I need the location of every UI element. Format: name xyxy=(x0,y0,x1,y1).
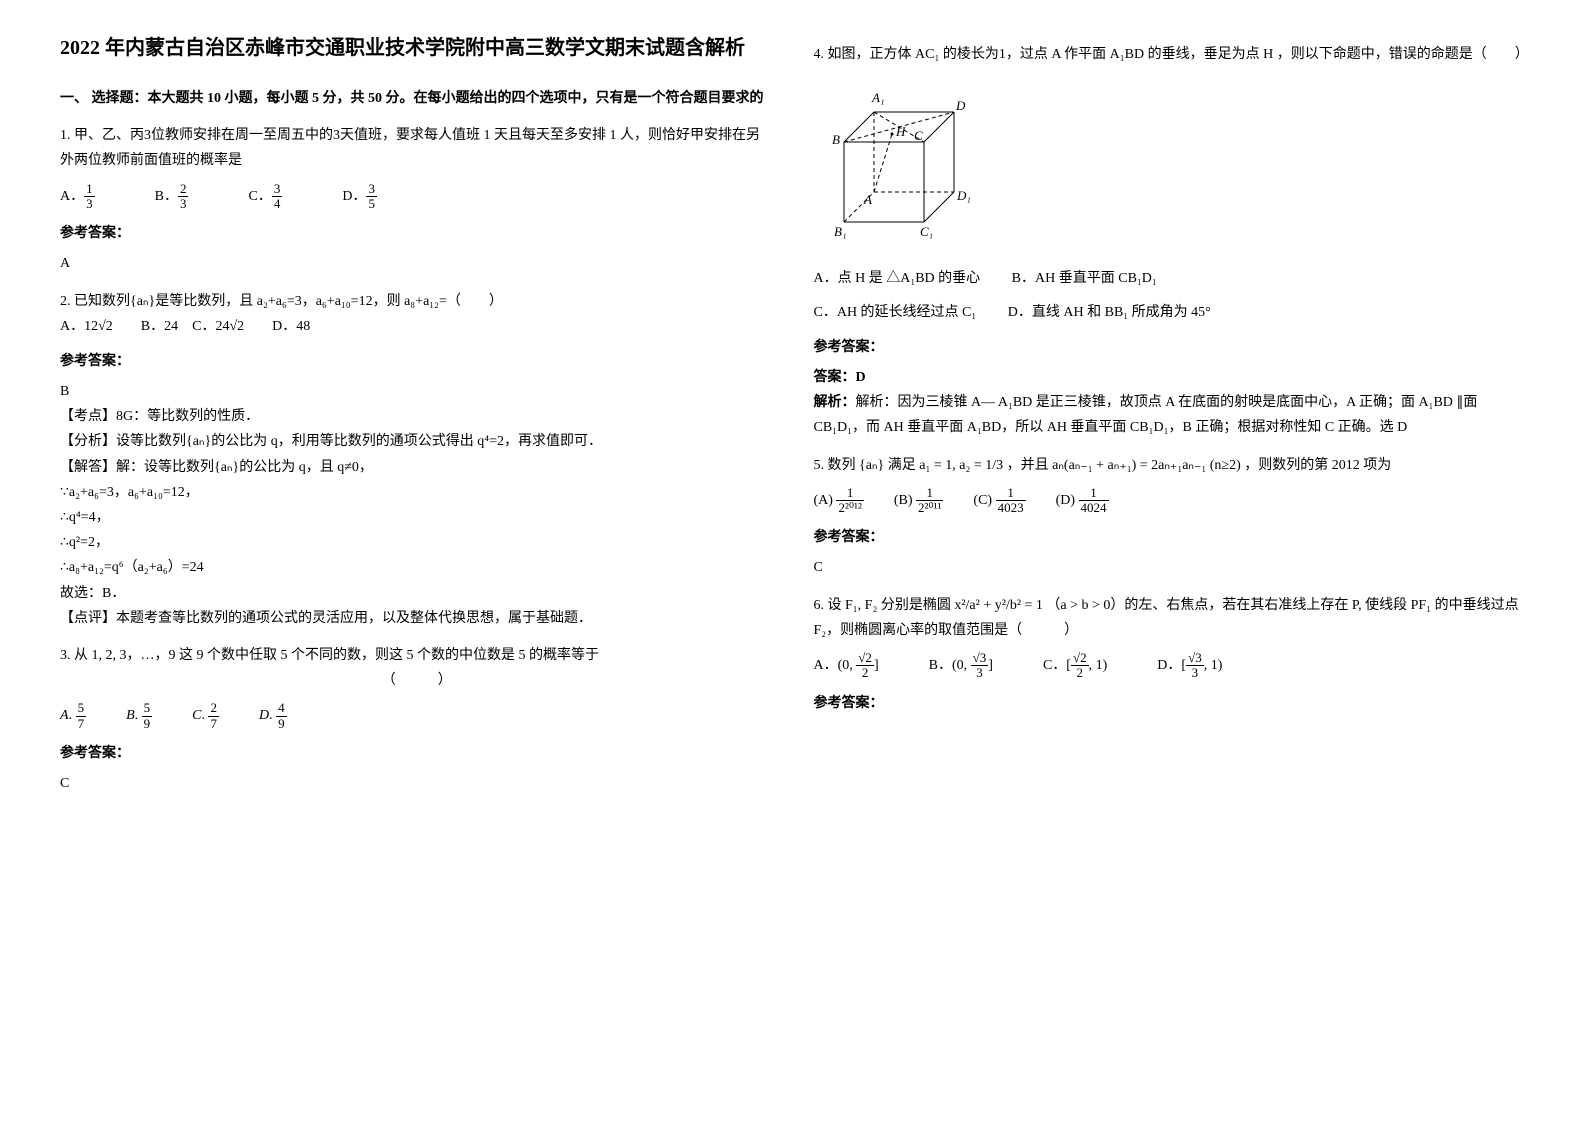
q4-optsCD: C．AH 的延长线经过点 C₁ D．直线 AH 和 BB₁ 所成角为 45° xyxy=(814,300,1528,325)
q2-jieda5: ∴a₈+a₁₂=q⁶（a₂+a₆）=24 xyxy=(60,555,774,580)
q1-optC: C．34 xyxy=(248,182,282,212)
problem-4: 4. 如图，正方体 AC₁ 的棱长为1，过点 A 作平面 A₁BD 的垂线，垂足… xyxy=(814,42,1528,441)
cube-svg: A₁ D B C H A B₁ C₁ D₁ xyxy=(814,82,994,242)
q4-optD: D．直线 AH 和 BB₁ 所成角为 45° xyxy=(1008,305,1211,320)
q5-text: 5. 数列 {aₙ} 满足 a₁ = 1, a₂ = 1/3 ，并且 aₙ(aₙ… xyxy=(814,453,1528,478)
q4-jiexi: 解析：解析：因为三棱锥 A— A₁BD 是正三棱锥，故顶点 A 在底面的射映是底… xyxy=(814,390,1528,440)
q3-text: 3. 从 1, 2, 3，…，9 这 9 个数中任取 5 个不同的数，则这 5 … xyxy=(60,643,774,668)
q6-optC: C．[√22, 1) xyxy=(1043,651,1107,681)
q3-answer: C xyxy=(60,771,774,796)
q3-optD: D. 49 xyxy=(259,701,287,731)
q4-optC: C．AH 的延长线经过点 C₁ xyxy=(814,305,977,320)
q5-answer: C xyxy=(814,555,1528,580)
q5-optA: (A) 12²⁰¹² xyxy=(814,486,864,516)
q5-optB: (B) 12²⁰¹¹ xyxy=(894,486,944,516)
svg-text:H: H xyxy=(895,124,906,139)
svg-text:C: C xyxy=(914,128,923,143)
q2-jieda3: ∴q⁴=4， xyxy=(60,505,774,530)
q3-answer-label: 参考答案： xyxy=(60,741,774,766)
exam-title: 2022 年内蒙古自治区赤峰市交通职业技术学院附中高三数学文期末试题含解析 xyxy=(60,30,774,66)
q1-options: A．13 B．23 C．34 D．35 xyxy=(60,182,774,212)
problem-1: 1. 甲、乙、丙3位教师安排在周一至周五中的3天值班，要求每人值班 1 天且每天… xyxy=(60,123,774,276)
q2-dianping: 【点评】本题考查等比数列的通项公式的灵活应用，以及整体代换思想，属于基础题． xyxy=(60,606,774,631)
q3-paren: （ ） xyxy=(60,668,774,693)
q1-optA: A．13 xyxy=(60,182,95,212)
q2-jieda2: ∵a₂+a₆=3，a₆+a₁₀=12， xyxy=(60,480,774,505)
q3-optC: C. 27 xyxy=(192,701,219,731)
q5-options: (A) 12²⁰¹² (B) 12²⁰¹¹ (C) 14023 (D) 1402… xyxy=(814,486,1528,516)
q2-answer: B xyxy=(60,379,774,404)
q2-options: A．12√2 B．24 C．24√2 D．48 xyxy=(60,314,774,339)
svg-text:A: A xyxy=(863,192,872,207)
q1-optD: D．35 xyxy=(342,182,377,212)
q1-text: 1. 甲、乙、丙3位教师安排在周一至周五中的3天值班，要求每人值班 1 天且每天… xyxy=(60,123,774,173)
problem-2: 2. 已知数列{aₙ}是等比数列，且 a₂+a₆=3，a₆+a₁₀=12，则 a… xyxy=(60,289,774,631)
q4-answer-line: 答案：D xyxy=(814,365,1528,390)
svg-text:D₁: D₁ xyxy=(956,188,971,203)
q1-optB: B．23 xyxy=(155,182,189,212)
section-header: 一、 选择题：本大题共 10 小题，每小题 5 分，共 50 分。在每小题给出的… xyxy=(60,86,774,111)
q2-text: 2. 已知数列{aₙ}是等比数列，且 a₂+a₆=3，a₆+a₁₀=12，则 a… xyxy=(60,289,774,314)
q5-optC: (C) 14023 xyxy=(973,486,1025,516)
q2-answer-label: 参考答案： xyxy=(60,349,774,374)
svg-text:B: B xyxy=(832,132,840,147)
svg-text:A₁: A₁ xyxy=(871,90,884,105)
q4-text: 4. 如图，正方体 AC₁ 的棱长为1，过点 A 作平面 A₁BD 的垂线，垂足… xyxy=(814,42,1528,67)
q6-optB: B．(0, √33] xyxy=(929,651,993,681)
problem-5: 5. 数列 {aₙ} 满足 a₁ = 1, a₂ = 1/3 ，并且 aₙ(aₙ… xyxy=(814,453,1528,581)
q2-jieda4: ∴q²=2， xyxy=(60,530,774,555)
problem-6: 6. 设 F₁, F₂ 分别是椭圆 x²/a² + y²/b² = 1 （a >… xyxy=(814,593,1528,716)
svg-text:D: D xyxy=(955,98,966,113)
q5-optD: (D) 14024 xyxy=(1056,486,1109,516)
svg-text:B₁: B₁ xyxy=(834,224,846,239)
q5-answer-label: 参考答案： xyxy=(814,525,1528,550)
q4-optB: B．AH 垂直平面 CB₁D₁ xyxy=(1012,271,1157,286)
q2-jieda6: 故选：B． xyxy=(60,581,774,606)
q2-jieda1: 【解答】解：设等比数列{aₙ}的公比为 q，且 q≠0， xyxy=(60,455,774,480)
q3-optA: A. 57 xyxy=(60,701,86,731)
q4-optsAB: A．点 H 是 △A₁BD 的垂心 B．AH 垂直平面 CB₁D₁ xyxy=(814,266,1528,291)
q4-answer-label: 参考答案： xyxy=(814,335,1528,360)
q6-optD: D．[√33, 1) xyxy=(1157,651,1222,681)
q3-options: A. 57 B. 59 C. 27 D. 49 xyxy=(60,701,774,731)
q2-fenxi: 【分析】设等比数列{aₙ}的公比为 q，利用等比数列的通项公式得出 q⁴=2，再… xyxy=(60,429,774,454)
q6-options: A．(0, √22] B．(0, √33] C．[√22, 1) D．[√33,… xyxy=(814,651,1528,681)
q3-optB: B. 59 xyxy=(126,701,152,731)
svg-text:C₁: C₁ xyxy=(920,224,933,239)
q2-kaodian: 【考点】8G：等比数列的性质． xyxy=(60,404,774,429)
q1-answer: A xyxy=(60,251,774,276)
q6-answer-label: 参考答案： xyxy=(814,691,1528,716)
cube-diagram: A₁ D B C H A B₁ C₁ D₁ xyxy=(814,82,1528,251)
right-column: 4. 如图，正方体 AC₁ 的棱长为1，过点 A 作平面 A₁BD 的垂线，垂足… xyxy=(814,30,1528,808)
q6-optA: A．(0, √22] xyxy=(814,651,879,681)
q1-answer-label: 参考答案： xyxy=(60,221,774,246)
left-column: 2022 年内蒙古自治区赤峰市交通职业技术学院附中高三数学文期末试题含解析 一、… xyxy=(60,30,774,808)
q4-optA: A．点 H 是 △A₁BD 的垂心 xyxy=(814,271,981,286)
q6-text: 6. 设 F₁, F₂ 分别是椭圆 x²/a² + y²/b² = 1 （a >… xyxy=(814,593,1528,643)
problem-3: 3. 从 1, 2, 3，…，9 这 9 个数中任取 5 个不同的数，则这 5 … xyxy=(60,643,774,796)
